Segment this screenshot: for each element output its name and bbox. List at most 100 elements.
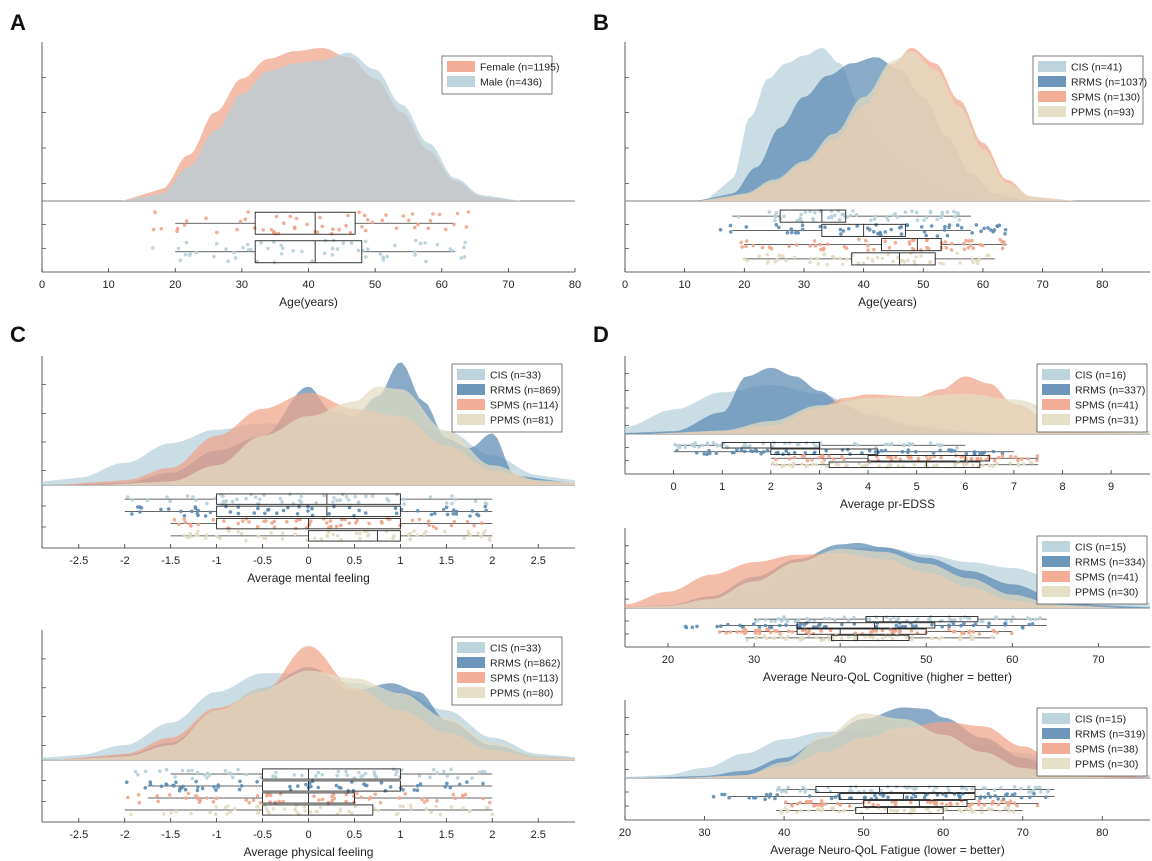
- data-point: [437, 212, 442, 217]
- data-point: [870, 258, 875, 262]
- data-point: [320, 797, 325, 802]
- data-point: [1019, 786, 1023, 791]
- legend-label-2: RRMS (n=319): [1075, 729, 1145, 741]
- data-point: [1011, 615, 1015, 619]
- data-point: [978, 451, 982, 456]
- data-point: [970, 258, 975, 262]
- data-point: [156, 799, 160, 804]
- data-point: [740, 245, 744, 249]
- data-point: [805, 616, 809, 621]
- data-point: [970, 802, 974, 806]
- data-point: [987, 621, 991, 626]
- data-point: [431, 524, 436, 529]
- data-point: [959, 799, 964, 803]
- data-point: [186, 791, 191, 796]
- data-point: [376, 808, 381, 813]
- data-point: [825, 262, 830, 267]
- data-point: [366, 247, 370, 251]
- data-point: [413, 253, 417, 257]
- legend-swatch-1: [457, 369, 485, 380]
- data-point: [893, 455, 898, 460]
- data-point: [960, 786, 964, 790]
- data-point: [424, 807, 429, 811]
- data-point: [300, 249, 304, 254]
- data-point: [315, 230, 320, 235]
- data-point: [764, 792, 769, 797]
- data-point: [813, 243, 818, 248]
- data-point: [910, 624, 915, 628]
- data-point: [402, 502, 407, 506]
- data-point: [228, 810, 233, 814]
- data-point: [785, 810, 789, 814]
- data-point: [162, 812, 166, 816]
- box-1: [254, 211, 356, 235]
- data-point: [285, 519, 289, 524]
- data-point: [463, 792, 468, 797]
- data-point: [394, 511, 399, 516]
- data-point: [442, 769, 446, 774]
- data-point: [811, 216, 815, 221]
- data-point: [373, 792, 378, 797]
- data-point: [814, 462, 818, 467]
- data-point: [306, 509, 310, 513]
- data-point: [739, 448, 744, 453]
- data-point: [812, 804, 816, 808]
- box-4: [855, 807, 944, 814]
- data-point: [353, 495, 358, 499]
- legend-label-2: Male (n=436): [480, 77, 542, 89]
- data-point: [873, 793, 877, 798]
- data-point: [449, 767, 453, 772]
- data-point: [450, 494, 454, 498]
- x-tick-label: -1: [212, 555, 222, 567]
- data-point: [793, 619, 798, 624]
- density-4: [684, 713, 1123, 778]
- data-point: [357, 770, 361, 775]
- data-point: [778, 634, 783, 639]
- data-point: [736, 214, 741, 219]
- data-point: [1029, 790, 1033, 794]
- legend-label-1: CIS (n=41): [1071, 62, 1122, 74]
- data-point: [444, 505, 449, 510]
- data-point: [819, 629, 823, 633]
- data-point: [186, 535, 190, 540]
- data-point: [962, 631, 966, 636]
- data-point: [926, 246, 931, 251]
- x-tick-label: 40: [778, 827, 790, 839]
- data-point: [370, 220, 375, 225]
- data-point: [268, 793, 273, 798]
- data-point: [229, 772, 233, 776]
- data-point: [490, 812, 495, 817]
- data-point: [786, 629, 791, 634]
- data-point: [136, 772, 140, 777]
- data-point: [986, 253, 991, 257]
- legend-label-2: RRMS (n=862): [490, 658, 560, 670]
- data-point: [885, 455, 890, 459]
- data-point: [472, 523, 477, 528]
- data-point: [259, 241, 263, 245]
- data-point: [434, 526, 439, 531]
- data-point: [282, 221, 286, 225]
- data-point: [212, 784, 216, 789]
- data-point: [324, 521, 329, 525]
- data-point: [912, 463, 917, 467]
- data-point: [837, 810, 841, 814]
- data-point: [322, 251, 327, 256]
- data-point: [195, 788, 200, 793]
- density-4: [625, 548, 1120, 608]
- box-1: [779, 209, 847, 223]
- data-point: [839, 232, 843, 236]
- data-point: [196, 529, 200, 534]
- data-point: [165, 783, 169, 787]
- box-2: [262, 780, 401, 792]
- box-3: [863, 800, 968, 807]
- data-point: [795, 802, 800, 806]
- data-point: [860, 451, 864, 455]
- data-point: [393, 506, 398, 511]
- x-tick-label: 10: [679, 279, 691, 291]
- density-4: [699, 51, 1076, 202]
- data-point: [1026, 457, 1031, 461]
- data-point: [415, 533, 420, 538]
- data-point: [831, 457, 836, 461]
- data-point: [194, 793, 198, 798]
- data-point: [823, 616, 827, 621]
